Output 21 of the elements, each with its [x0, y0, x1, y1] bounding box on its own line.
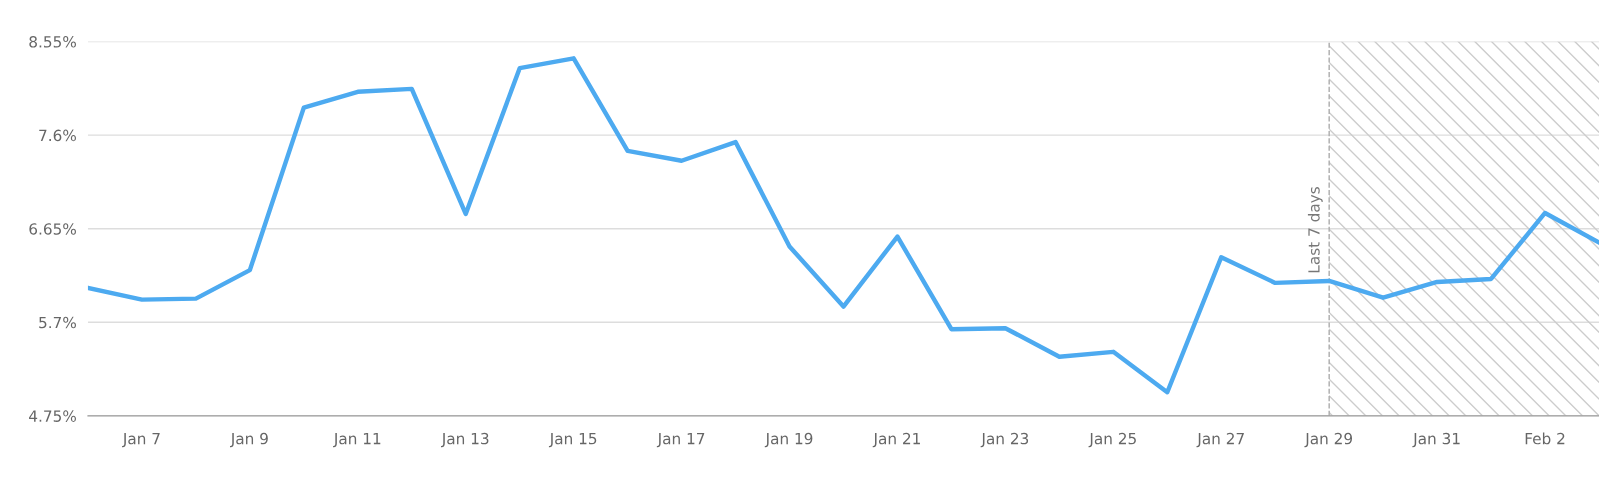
x-tick-label: Jan 21	[872, 432, 920, 448]
y-tick-label: 7.6%	[39, 129, 76, 142]
y-tick-label: 5.7%	[39, 316, 76, 329]
y-tick-label: 4.75%	[29, 410, 76, 422]
x-tick-label: Jan 23	[980, 432, 1029, 448]
x-tick-label: Jan 9	[229, 432, 268, 448]
x-tick-label: Jan 19	[764, 432, 813, 448]
line-series	[87, 56, 1599, 395]
x-tick-label: Jan 27	[1196, 432, 1244, 448]
x-tick-label: Jan 31	[1412, 432, 1460, 448]
x-tick-label: Jan 29	[1304, 432, 1353, 448]
y-tick-label: 6.65%	[29, 223, 76, 235]
x-tick-label: Jan 11	[333, 433, 381, 448]
x-tick-label: Feb 2	[1525, 432, 1565, 445]
x-tick-label: Jan 13	[440, 432, 489, 448]
y-tick-label: 8.55%	[29, 36, 76, 48]
x-tick-label: Jan 15	[548, 433, 597, 448]
x-tick-label: Jan 17	[656, 433, 705, 448]
ref-line-label: Last 7 days	[1307, 187, 1323, 273]
x-tick-label: Jan 25	[1088, 432, 1136, 448]
x-tick-label: Jan 7	[122, 433, 160, 448]
